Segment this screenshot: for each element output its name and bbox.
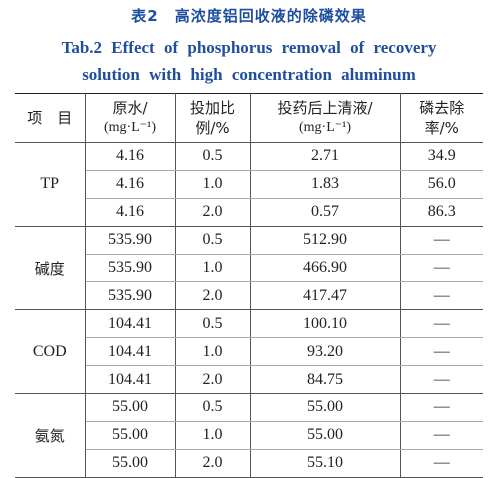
- cell-supernatant: 512.90: [250, 226, 401, 255]
- table-body: TP 4.16 0.5 2.71 34.9 4.16 1.0 1.83 56.0 4.16 2.0 0…: [15, 142, 483, 478]
- cell-dosage-ratio: 2.0: [175, 365, 251, 395]
- cell-dosage-ratio: 2.0: [175, 198, 251, 227]
- cell-supernatant: 2.71: [250, 142, 401, 171]
- table-row: 104.41 1.0 93.20—: [15, 337, 483, 367]
- cell-supernatant: 417.47: [250, 281, 401, 311]
- cell-removal-rate: 56.0: [400, 170, 483, 199]
- header-supernatant: 投药后上清液/ (mg·L⁻¹): [250, 93, 401, 143]
- cell-removal-rate: —: [400, 309, 483, 339]
- header-removal-line2: 率/%: [424, 119, 459, 137]
- table-row: 氨氮 55.00 0.5 55.00—: [15, 393, 483, 478]
- table-row: 55.00 1.0 55.00—: [15, 421, 483, 450]
- cell-raw-water: 55.00: [85, 393, 176, 422]
- cell-supernatant: 55.00: [250, 421, 401, 450]
- cell-item: COD: [15, 309, 86, 395]
- cell-dosage-ratio: 1.0: [175, 421, 251, 450]
- header-after-line2: (mg·L⁻¹): [298, 120, 351, 135]
- cell-raw-water: 4.16: [85, 142, 176, 171]
- table-row: 535.90 1.0 466.90—: [15, 254, 483, 283]
- cell-raw-water: 55.00: [85, 449, 176, 478]
- table-row: COD 104.41 0.5 100.10—: [15, 309, 483, 395]
- cell-removal-rate: —: [400, 365, 483, 395]
- cell-raw-water: 535.90: [85, 281, 176, 311]
- caption-en-line2: solution with high concentration aluminu…: [82, 65, 416, 84]
- header-ratio-line2: 例/%: [195, 119, 230, 137]
- cell-raw-water: 55.00: [85, 421, 176, 450]
- cell-raw-water: 4.16: [85, 170, 176, 199]
- cell-dosage-ratio: 2.0: [175, 449, 251, 478]
- cell-removal-rate: 34.9: [400, 142, 483, 171]
- cell-dosage-ratio: 0.5: [175, 393, 251, 422]
- cell-removal-rate: —: [400, 254, 483, 283]
- cell-supernatant: 1.83: [250, 170, 401, 199]
- cell-item: 氨氮: [15, 393, 86, 478]
- table-row: TP 4.16 0.5 2.71 34.9: [15, 142, 483, 227]
- header-after-line1: 投药后上清液/: [277, 99, 373, 117]
- cell-removal-rate: —: [400, 226, 483, 255]
- header-row: 项 目 原水/ (mg·L⁻¹) 投加比 例/% 投药后上清液/ (mg·L⁻¹…: [15, 93, 483, 143]
- cell-supernatant: 55.00: [250, 393, 401, 422]
- header-removal-rate: 磷去除 率/%: [400, 94, 483, 143]
- cell-removal-rate: —: [400, 337, 483, 367]
- phosphorus-removal-table: 项 目 原水/ (mg·L⁻¹) 投加比 例/% 投药后上清液/ (mg·L⁻¹…: [15, 93, 483, 478]
- table-caption-cn: 表2 高浓度铝回收液的除磷效果: [131, 7, 367, 25]
- cell-supernatant: 55.10: [250, 449, 401, 478]
- cell-dosage-ratio: 0.5: [175, 309, 251, 339]
- cell-item: 碱度: [15, 226, 86, 311]
- cell-removal-rate: —: [400, 421, 483, 450]
- header-raw-water: 原水/ (mg·L⁻¹): [85, 93, 176, 143]
- cell-supernatant: 84.75: [250, 365, 401, 395]
- cell-supernatant: 0.57: [250, 198, 401, 227]
- table-row: 4.16 1.0 1.83 56.0: [15, 170, 483, 199]
- cell-dosage-ratio: 2.0: [175, 281, 251, 311]
- cell-dosage-ratio: 1.0: [175, 337, 251, 367]
- header-ratio-line1: 投加比: [189, 99, 235, 117]
- table-row: 535.90 2.0 417.47—: [15, 281, 483, 311]
- cell-raw-water: 535.90: [85, 254, 176, 283]
- caption-en-line1: Tab.2 Effect of phosphorus removal of re…: [61, 38, 437, 57]
- cell-supernatant: 93.20: [250, 337, 401, 367]
- cell-raw-water: 4.16: [85, 198, 176, 227]
- cell-removal-rate: 86.3: [400, 198, 483, 227]
- cell-item: TP: [15, 142, 86, 227]
- header-raw-line1: 原水/: [112, 99, 148, 117]
- cell-dosage-ratio: 1.0: [175, 254, 251, 283]
- cell-removal-rate: —: [400, 393, 483, 422]
- table-row: 碱度 535.90 0.5 512.90—: [15, 226, 483, 311]
- header-dosage-ratio: 投加比 例/%: [175, 93, 251, 143]
- table-row: 104.41 2.0 84.75—: [15, 365, 483, 395]
- table-caption-en: Tab.2 Effect of phosphorus removal of re…: [0, 34, 498, 88]
- cell-dosage-ratio: 0.5: [175, 142, 251, 171]
- cell-supernatant: 466.90: [250, 254, 401, 283]
- cell-removal-rate: —: [400, 281, 483, 311]
- cell-dosage-ratio: 0.5: [175, 226, 251, 255]
- header-removal-line1: 磷去除: [419, 99, 465, 117]
- cell-raw-water: 535.90: [85, 226, 176, 255]
- cell-raw-water: 104.41: [85, 365, 176, 395]
- cell-raw-water: 104.41: [85, 337, 176, 367]
- cell-raw-water: 104.41: [85, 309, 176, 339]
- cell-supernatant: 100.10: [250, 309, 401, 339]
- cell-dosage-ratio: 1.0: [175, 170, 251, 199]
- header-item: 项 目: [15, 93, 86, 143]
- table-row: 55.00 2.0 55.10—: [15, 449, 483, 478]
- table-row: 4.16 2.0 0.57 86.3: [15, 198, 483, 227]
- cell-removal-rate: —: [400, 449, 483, 478]
- header-raw-line2: (mg·L⁻¹): [103, 120, 156, 135]
